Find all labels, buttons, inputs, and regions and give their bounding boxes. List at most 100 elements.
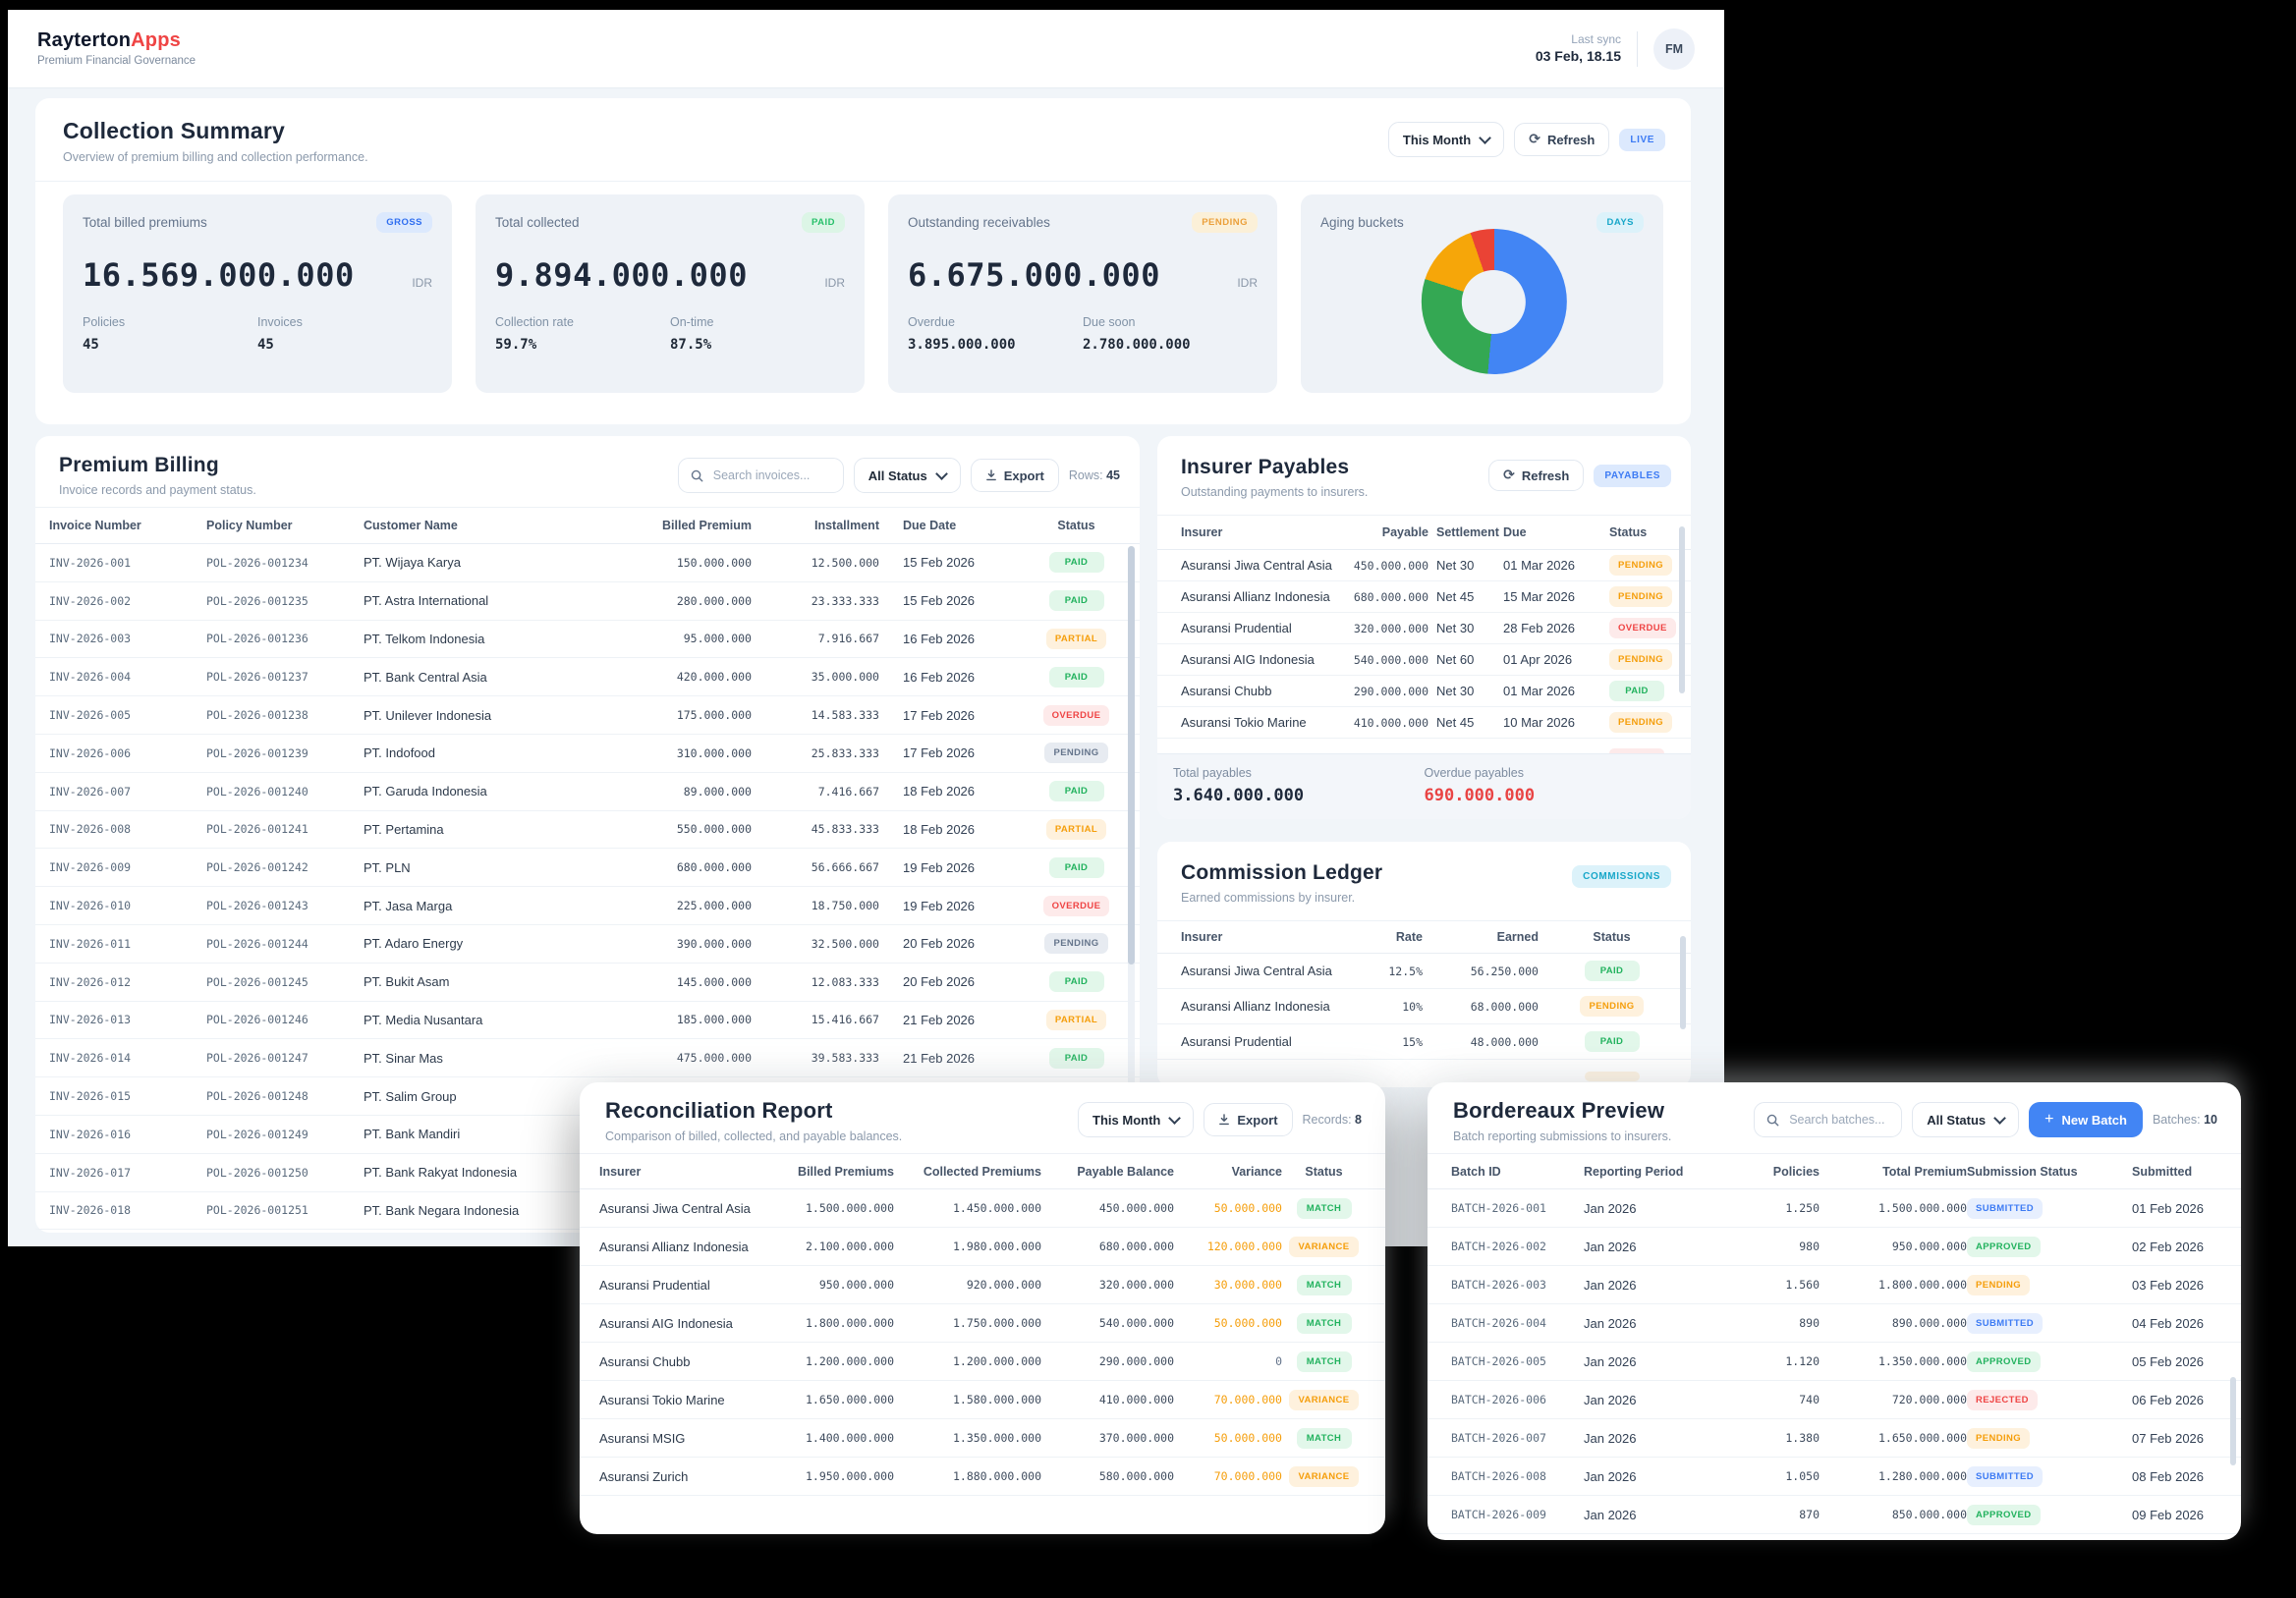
table-row[interactable]: Asuransi Jiwa Central Asia 12.5% 56.250.00… <box>1157 954 1691 989</box>
card-value: 9.894.000.000 <box>495 256 748 294</box>
table-cell: PAID <box>1027 666 1126 688</box>
table-cell: PT. PLN <box>364 859 411 875</box>
table-row[interactable]: Asuransi Chubb 290.000.000 Net 30 01 Mar 20… <box>1157 676 1691 707</box>
column-header: Installment <box>814 519 879 532</box>
table-cell: 1.350.000.000 <box>1877 1354 1967 1368</box>
status-badge: PAID <box>1048 590 1104 612</box>
panel-subtitle: Overview of premium billing and collecti… <box>63 150 368 164</box>
table-cell: PENDING <box>1609 649 1677 670</box>
table-cell <box>1609 746 1677 753</box>
scrollbar-thumb[interactable] <box>1679 526 1685 693</box>
table-cell: 950.000.000 <box>1891 1240 1967 1253</box>
status-badge: PENDING <box>1967 1427 2031 1449</box>
scrollbar-thumb[interactable] <box>2230 1377 2236 1465</box>
refresh-button[interactable]: ⟳ Refresh <box>1514 123 1610 156</box>
table-row[interactable]: BATCH-2026-005 Jan 2026 1.120 1.350.000.000… <box>1428 1343 2241 1381</box>
table-row[interactable]: INV-2026-001 POL-2026-001234 PT. Wijaya Ka… <box>35 544 1140 582</box>
table-cell: Asuransi Zurich <box>599 1468 689 1484</box>
table-row[interactable]: INV-2026-014 POL-2026-001247 PT. Sinar Mas… <box>35 1039 1140 1078</box>
table-row[interactable]: BATCH-2026-001 Jan 2026 1.250 1.500.000.000… <box>1428 1189 2241 1228</box>
table-cell: Asuransi Allianz Indonesia <box>1181 999 1330 1014</box>
table-cell: 15 Feb 2026 <box>903 593 976 609</box>
status-badge: MATCH <box>1296 1350 1352 1372</box>
table-cell: 740 <box>1799 1393 1820 1406</box>
table-cell: MATCH <box>1282 1197 1366 1219</box>
table-row[interactable]: Asuransi Allianz Indonesia 680.000.000 Net… <box>1157 581 1691 613</box>
stat-label: Invoices <box>257 315 303 329</box>
chevron-down-icon <box>934 468 948 480</box>
table-row[interactable]: BATCH-2026-004 Jan 2026 890 890.000.000 SUBM… <box>1428 1304 2241 1343</box>
batch-search[interactable] <box>1754 1102 1903 1137</box>
table-row[interactable] <box>1157 1060 1691 1087</box>
table-row[interactable]: BATCH-2026-002 Jan 2026 980 950.000.000 APPR… <box>1428 1228 2241 1266</box>
table-row[interactable]: Asuransi Allianz Indonesia 2.100.000.000 1… <box>580 1228 1385 1266</box>
table-row[interactable]: Asuransi Prudential 320.000.000 Net 30 28 F… <box>1157 613 1691 644</box>
scrollbar[interactable] <box>1128 546 1135 1221</box>
table-cell: INV-2026-009 <box>49 860 132 875</box>
table-row[interactable]: Asuransi Jiwa Central Asia 450.000.000 Net… <box>1157 550 1691 581</box>
brand: RaytertonApps Premium Financial Governan… <box>37 28 196 69</box>
table-row[interactable]: BATCH-2026-003 Jan 2026 1.560 1.800.000.000… <box>1428 1266 2241 1304</box>
status-filter-select[interactable]: All Status <box>853 458 961 493</box>
table-row[interactable]: Asuransi AIG Indonesia 1.800.000.000 1.750… <box>580 1304 1385 1343</box>
table-row[interactable]: INV-2026-004 POL-2026-001237 PT. Bank Cent… <box>35 658 1140 697</box>
table-row[interactable]: INV-2026-003 POL-2026-001236 PT. Telkom In… <box>35 621 1140 659</box>
table-row[interactable]: Asuransi Jiwa Central Asia 1.500.000.000 1… <box>580 1189 1385 1228</box>
table-row[interactable]: Asuransi Prudential 15% 48.000.000 PAID <box>1157 1024 1691 1060</box>
invoice-search[interactable] <box>677 458 844 493</box>
search-input[interactable] <box>710 468 831 483</box>
table-cell: INV-2026-003 <box>49 632 132 646</box>
table-cell: 16 Feb 2026 <box>903 631 976 646</box>
avatar[interactable]: FM <box>1653 28 1695 70</box>
table-row[interactable]: BATCH-2026-009 Jan 2026 870 850.000.000 APPR… <box>1428 1496 2241 1534</box>
table-row[interactable]: INV-2026-008 POL-2026-001241 PT. Pertamina… <box>35 811 1140 850</box>
period-select[interactable]: This Month <box>1387 122 1505 157</box>
table-row[interactable]: INV-2026-002 POL-2026-001235 PT. Astra Int… <box>35 582 1140 621</box>
table-row[interactable]: INV-2026-006 POL-2026-001239 PT. Indofood 3… <box>35 735 1140 773</box>
table-row[interactable]: INV-2026-012 POL-2026-001245 PT. Bukit Asa… <box>35 964 1140 1002</box>
scrollbar-thumb[interactable] <box>1680 936 1686 1029</box>
table-row[interactable]: Asuransi MSIG 1.400.000.000 1.350.000.000 3… <box>580 1419 1385 1458</box>
table-row[interactable]: Asuransi Tokio Marine 1.650.000.000 1.580.… <box>580 1381 1385 1419</box>
table-cell: 1.250 <box>1785 1201 1820 1215</box>
status-badge: REJECTED <box>1967 1389 2038 1410</box>
table-row[interactable]: INV-2026-009 POL-2026-001242 PT. PLN 680.00… <box>35 849 1140 888</box>
table-cell: 21 Feb 2026 <box>903 1012 976 1027</box>
export-button[interactable]: Export <box>1204 1103 1293 1136</box>
period-select[interactable]: This Month <box>1078 1102 1195 1137</box>
table-cell: SUBMITTED <box>1967 1197 2132 1219</box>
table-cell: PAID <box>1609 681 1677 701</box>
search-input[interactable] <box>1787 1112 1890 1128</box>
table-row[interactable]: INV-2026-007 POL-2026-001240 PT. Garuda In… <box>35 773 1140 811</box>
table-cell: INV-2026-018 <box>49 1203 132 1218</box>
table-row[interactable]: Asuransi AIG Indonesia 540.000.000 Net 60 0… <box>1157 644 1691 676</box>
table-row[interactable]: Asuransi Prudential 950.000.000 920.000.00… <box>580 1266 1385 1304</box>
scrollbar-thumb[interactable] <box>1128 546 1135 964</box>
export-button[interactable]: Export <box>970 459 1059 492</box>
table-row[interactable]: BATCH-2026-007 Jan 2026 1.380 1.650.000.000… <box>1428 1419 2241 1458</box>
status-filter-select[interactable]: All Status <box>1912 1102 2020 1137</box>
table-row[interactable] <box>1157 739 1691 753</box>
table-row[interactable]: Asuransi Allianz Indonesia 10% 68.000.000 P… <box>1157 989 1691 1024</box>
table-row[interactable]: BATCH-2026-006 Jan 2026 740 720.000.000 REJE… <box>1428 1381 2241 1419</box>
table-cell: 18 Feb 2026 <box>903 784 976 799</box>
table-row[interactable]: INV-2026-010 POL-2026-001243 PT. Jasa Marg… <box>35 887 1140 925</box>
refresh-button[interactable]: ⟳ Refresh <box>1488 460 1585 491</box>
new-batch-button[interactable]: + New Batch <box>2029 1102 2143 1137</box>
table-row[interactable]: INV-2026-011 POL-2026-001244 PT. Adaro Ene… <box>35 925 1140 964</box>
table-cell: Asuransi Prudential <box>1181 621 1292 635</box>
table-row[interactable]: Asuransi Tokio Marine 410.000.000 Net 45 10… <box>1157 707 1691 739</box>
table-cell: 540.000.000 <box>1353 652 1428 667</box>
table-row[interactable]: INV-2026-005 POL-2026-001238 PT. Unilever … <box>35 696 1140 735</box>
table-cell: PT. Bank Central Asia <box>364 669 487 685</box>
table-cell: Asuransi Prudential <box>1181 1034 1292 1049</box>
table-row[interactable]: INV-2026-013 POL-2026-001246 PT. Media Nus… <box>35 1002 1140 1040</box>
scrollbar[interactable] <box>1679 526 1686 747</box>
table-row[interactable]: Asuransi Chubb 1.200.000.000 1.200.000.000… <box>580 1343 1385 1381</box>
table-cell: 7.416.667 <box>817 784 879 799</box>
table-row[interactable]: Asuransi Zurich 1.950.000.000 1.880.000.00… <box>580 1458 1385 1496</box>
status-badge: SUBMITTED <box>1967 1312 2044 1334</box>
table-cell: PAID <box>1027 552 1126 574</box>
table-row[interactable]: BATCH-2026-008 Jan 2026 1.050 1.280.000.000… <box>1428 1458 2241 1496</box>
table-cell: 320.000.000 <box>1353 621 1428 635</box>
